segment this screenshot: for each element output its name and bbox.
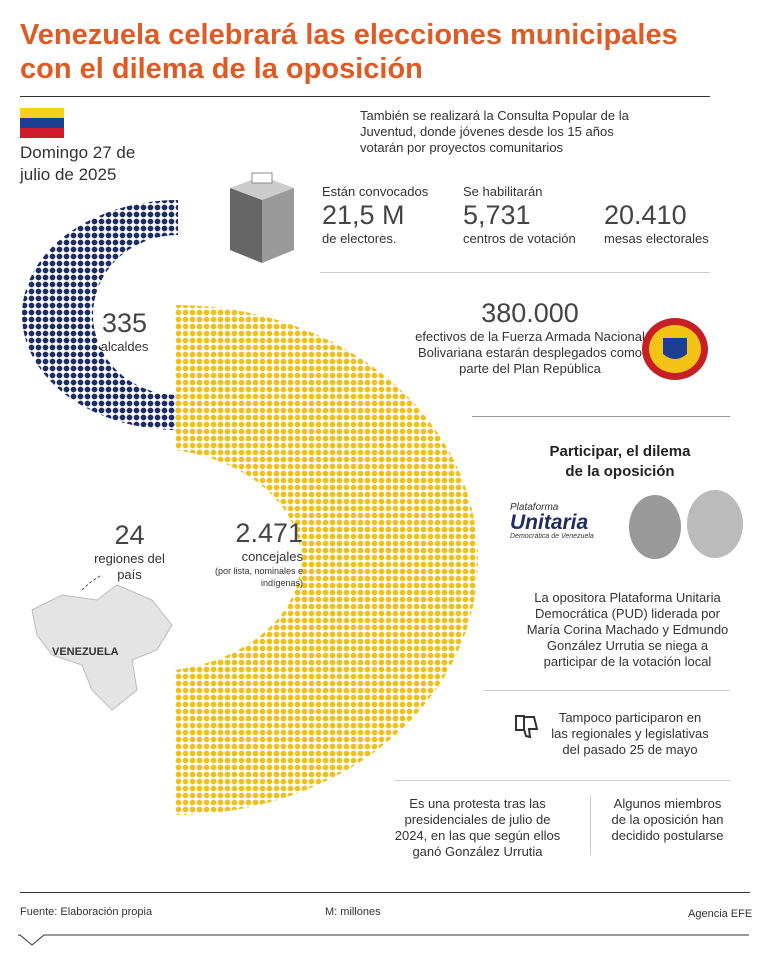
title: Venezuela celebrará las elecciones munic…	[20, 19, 678, 85]
date: Domingo 27 de julio de 2025	[20, 143, 136, 184]
concejales-value: 2.471	[235, 518, 303, 548]
stat-pre: Están convocados	[322, 184, 429, 199]
opposition-p4: Algunos miembros de la oposición han dec…	[611, 796, 724, 843]
military-value: 380.000	[481, 298, 579, 328]
alcaldes: 335 alcaldes	[92, 308, 157, 355]
concejales-label: concejales	[241, 549, 303, 564]
footer-frame	[18, 934, 749, 946]
concejales-note: (por lista, nominales e indígenas)	[214, 566, 303, 588]
rule	[484, 690, 730, 691]
logo: Plataforma Unitaria Democrática de Venezue…	[510, 502, 610, 540]
logo-main: Unitaria	[510, 511, 589, 534]
emblem	[642, 318, 708, 380]
stat-centros: Se habilitarán 5,731 centros de votación	[463, 184, 576, 247]
stat-value: 20.410	[604, 200, 687, 230]
stat-post: centros de votación	[463, 231, 576, 246]
opposition-p2: Tampoco participaron en las regionales y…	[551, 710, 709, 757]
note: M: millones	[325, 906, 381, 918]
rule	[472, 416, 730, 417]
military-text: efectivos de la Fuerza Armada Nacional B…	[415, 329, 645, 376]
rule	[20, 892, 750, 893]
opposition-p1: La opositora Plataforma Unitaria Democrá…	[526, 590, 729, 669]
divider	[590, 795, 591, 855]
stat-value: 5,731	[463, 200, 531, 230]
concejales-ring	[175, 305, 478, 815]
intro: También se realizará la Consulta Popular…	[360, 108, 629, 155]
stat-pre: Se habilitarán	[463, 184, 543, 199]
flag	[20, 108, 64, 138]
thumbs-down-icon	[515, 715, 539, 739]
stat-post: mesas electorales	[604, 231, 709, 246]
regions-label: regiones del país	[94, 551, 165, 582]
alcaldes-value: 335	[101, 308, 148, 338]
rule	[395, 780, 730, 781]
credit: Agencia EFE	[688, 908, 753, 920]
rule	[20, 96, 710, 97]
portraits	[629, 490, 743, 559]
stat-mesas: 20.410 mesas electorales	[604, 200, 709, 247]
opposition-title: Participar, el dilema de la oposición	[549, 443, 691, 480]
source: Fuente: Elaboración propia	[20, 906, 153, 918]
military: 380.000 efectivos de la Fuerza Armada Nac…	[415, 298, 645, 377]
rule	[320, 272, 710, 273]
regions-value: 24	[114, 520, 145, 550]
alcaldes-label: alcaldes	[100, 339, 149, 354]
stat-post: de electores.	[322, 231, 397, 246]
logo-top: Plataforma	[510, 502, 559, 513]
opposition-p3: Es una protesta tras las presidenciales …	[394, 796, 561, 859]
stat-value: 21,5 M	[322, 200, 405, 230]
regions: 24 regiones del país	[92, 520, 167, 583]
concejales: 2.471 concejales (por lista, nominales e i…	[208, 518, 303, 589]
ballot-box	[230, 172, 294, 263]
alcaldes-ring	[22, 200, 178, 430]
seat-chart	[22, 200, 478, 815]
map	[31, 574, 173, 711]
map-label: VENEZUELA	[52, 646, 119, 658]
logo-bottom: Democrática de Venezuela	[510, 533, 594, 540]
